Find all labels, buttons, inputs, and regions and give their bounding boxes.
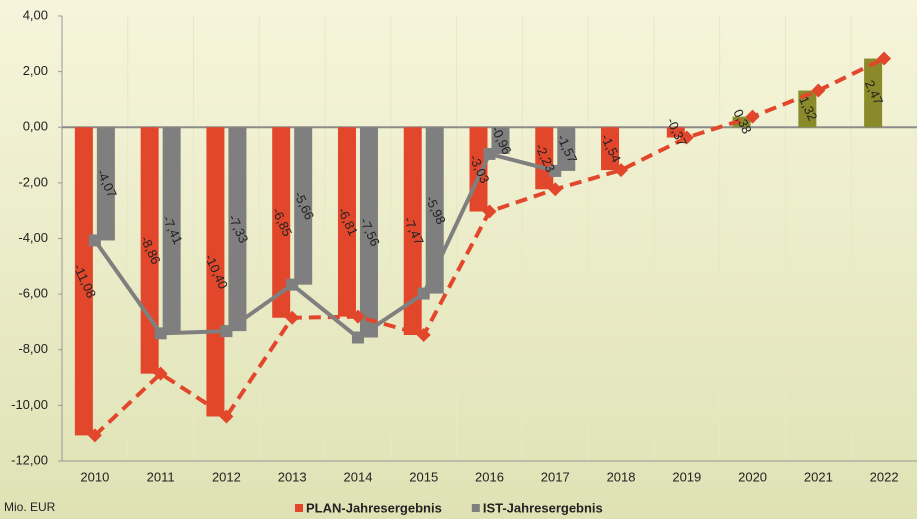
bar — [864, 58, 883, 128]
legend-label: PLAN-Jahresergebnis — [306, 500, 442, 515]
y-tick-label: -10,00 — [11, 397, 48, 412]
x-tick-label: 2022 — [870, 469, 899, 484]
marker — [416, 328, 431, 343]
bar — [601, 127, 620, 171]
y-unit-label: Mio. EUR — [4, 500, 56, 514]
y-tick-label: 0,00 — [23, 119, 48, 134]
marker — [351, 331, 364, 344]
bar — [96, 127, 115, 241]
y-tick-label: -4,00 — [18, 230, 48, 245]
x-tick-label: 2016 — [475, 469, 504, 484]
marker — [285, 310, 300, 325]
marker — [88, 234, 101, 247]
marker — [350, 309, 365, 324]
y-tick-label: -6,00 — [18, 286, 48, 301]
x-tick-label: 2011 — [147, 469, 175, 484]
y-tick-label: 2,00 — [23, 63, 48, 78]
bar — [272, 127, 291, 318]
y-tick-label: -12,00 — [11, 452, 48, 467]
marker — [614, 163, 629, 178]
bar — [666, 127, 685, 138]
legend-swatch — [471, 504, 480, 512]
marker — [679, 130, 694, 145]
x-tick-label: 2014 — [344, 469, 373, 484]
x-tick-label: 2010 — [80, 469, 109, 484]
bar — [294, 127, 313, 285]
bar — [359, 127, 378, 338]
bar — [798, 90, 817, 128]
x-tick-label: 2012 — [212, 469, 241, 484]
marker — [219, 409, 234, 424]
marker — [877, 51, 892, 66]
bar — [425, 127, 444, 294]
bar — [535, 127, 554, 190]
y-tick-label: -2,00 — [18, 174, 48, 189]
bar — [491, 127, 510, 154]
marker — [482, 204, 497, 219]
marker — [811, 83, 826, 98]
x-tick-label: 2019 — [672, 469, 701, 484]
legend-swatch — [295, 504, 303, 512]
bar — [228, 127, 247, 332]
bar — [74, 127, 93, 436]
marker — [549, 164, 562, 177]
x-tick-label: 2015 — [409, 469, 438, 484]
marker — [548, 182, 563, 197]
bar — [206, 127, 225, 417]
marker — [220, 325, 233, 338]
x-tick-label: 2020 — [738, 469, 767, 484]
marker — [154, 327, 167, 340]
bar — [403, 127, 422, 336]
bar — [162, 127, 181, 334]
marker — [286, 278, 299, 291]
bar — [557, 127, 576, 171]
x-tick-label: 2021 — [804, 469, 833, 484]
bar — [337, 127, 356, 317]
marker — [87, 428, 102, 443]
marker — [153, 366, 168, 381]
legend-label: IST-Jahresergebnis — [483, 500, 603, 515]
y-tick-label: 4,00 — [23, 7, 48, 22]
marker — [483, 147, 496, 160]
x-tick-label: 2017 — [541, 469, 570, 484]
y-tick-label: -8,00 — [18, 341, 48, 356]
marker — [417, 287, 430, 300]
line — [93, 151, 556, 340]
x-tick-label: 2018 — [607, 469, 636, 484]
bar — [732, 116, 751, 128]
x-tick-label: 2013 — [278, 469, 307, 484]
marker — [745, 109, 760, 124]
